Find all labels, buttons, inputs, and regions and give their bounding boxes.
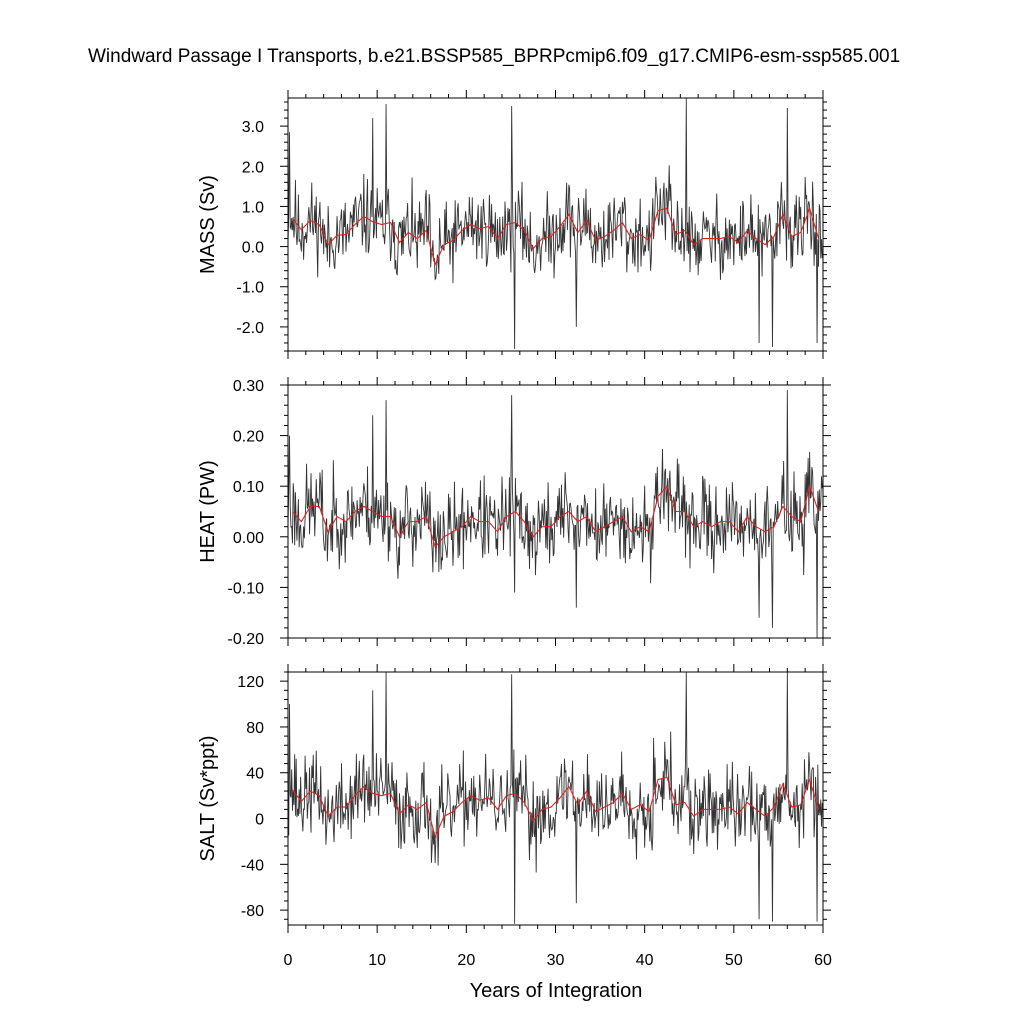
- mass-panel: -2.0 -1.0 0.0 1.0 2.0 3.0 MASS (Sv): [197, 90, 831, 359]
- x-tick-label: 60: [814, 952, 832, 969]
- salt-y-tick-label: -40: [241, 857, 264, 874]
- salt-monthly-series: [288, 672, 823, 924]
- x-tick-label: 50: [725, 952, 743, 969]
- heat-y-tick-label: 0.10: [233, 479, 264, 496]
- heat-y-tick-label: 0.20: [233, 429, 264, 446]
- x-axis-label: Years of Integration: [470, 980, 643, 1002]
- x-tick-label: 40: [636, 952, 654, 969]
- mass-y-tick-label: -1.0: [236, 280, 264, 297]
- mass-y-tick-label: 0.0: [242, 240, 264, 257]
- heat-y-tick-label: -0.20: [228, 631, 265, 648]
- mass-monthly-series: [288, 98, 823, 349]
- mass-y-tick-label: -2.0: [236, 320, 264, 337]
- salt-y-tick-label: 40: [246, 766, 264, 783]
- x-tick-label: 10: [368, 952, 386, 969]
- chart-title: Windward Passage I Transports, b.e21.BSS…: [88, 46, 901, 67]
- heat-monthly-series: [288, 390, 823, 638]
- mass-y-tick-label: 2.0: [242, 159, 264, 176]
- heat-annual-mean-line: [292, 484, 820, 549]
- mass-y-axis-label: MASS (Sv): [197, 175, 219, 274]
- salt-y-tick-label: 120: [237, 674, 264, 691]
- salt-panel: -80 -40 0 40 80 120 0 10 20 30 40 50 60 SALT (Sv*ppt): [197, 664, 832, 969]
- heat-panel: -0.20 -0.10 0.00 0.10 0.20 0.30 HEAT (PW): [197, 377, 831, 648]
- heat-y-tick-label: 0.00: [233, 530, 264, 547]
- salt-y-tick-label: -80: [241, 903, 264, 920]
- mass-annual-mean-line: [292, 206, 820, 267]
- salt-y-axis-label: SALT (Sv*ppt): [197, 736, 219, 862]
- heat-y-tick-label: -0.10: [228, 580, 265, 597]
- salt-y-tick-label: 0: [255, 812, 264, 829]
- mass-y-tick-label: 1.0: [242, 199, 264, 216]
- x-tick-label: 0: [284, 952, 293, 969]
- x-tick-label: 30: [547, 952, 565, 969]
- salt-y-tick-label: 80: [246, 720, 264, 737]
- heat-y-axis-label: HEAT (PW): [197, 460, 219, 563]
- heat-y-tick-label: 0.30: [233, 378, 264, 395]
- x-tick-label: 20: [457, 952, 475, 969]
- salt-annual-mean-line: [292, 776, 820, 839]
- mass-y-tick-label: 3.0: [242, 119, 264, 136]
